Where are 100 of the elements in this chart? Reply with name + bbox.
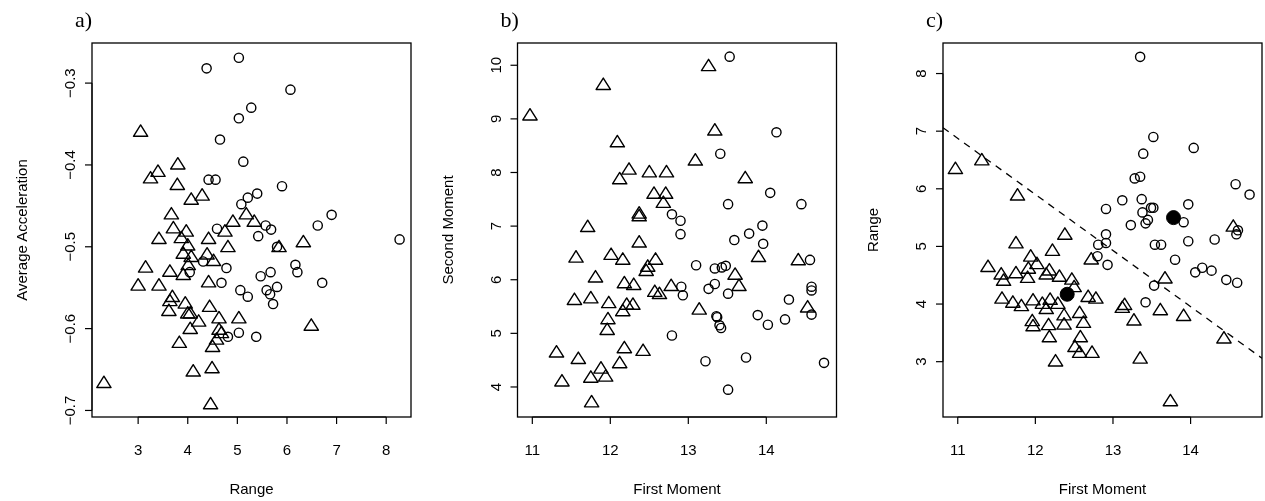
point [1034,296,1051,310]
y-tick-label: 5 [912,242,930,251]
point [185,363,202,377]
point [233,52,245,64]
point [222,331,234,343]
y-axis-title: Average Acceleration [13,159,31,301]
point [1221,274,1232,286]
point [175,246,192,259]
point [722,288,734,299]
point [1041,329,1058,343]
point [638,263,655,277]
point [655,195,672,209]
point [1157,270,1173,284]
point [250,331,262,343]
point [151,278,167,291]
point [290,259,301,271]
point [261,284,272,296]
point [163,206,180,220]
x-axis-title: Range [229,480,274,497]
point [1056,307,1072,321]
x-tick-label: 3 [133,441,143,458]
point [587,269,604,283]
point [1188,142,1199,154]
point [703,283,714,295]
point [178,224,195,237]
point [208,332,225,345]
point [690,259,702,271]
point [1038,301,1055,315]
y-axis-title: Second Moment [438,174,456,285]
point [211,223,223,235]
point [1134,51,1146,63]
point [1084,345,1100,359]
point [1057,227,1073,240]
point [1071,305,1088,319]
point [818,357,830,369]
point [757,220,768,231]
point [1044,243,1061,257]
point [1013,298,1030,312]
point [214,134,226,145]
point [790,252,807,266]
point [1132,351,1148,364]
point [731,278,747,292]
point [1162,393,1179,407]
point [691,302,708,315]
point [806,281,817,292]
point [233,112,245,124]
point [326,209,337,221]
point [184,266,196,278]
point [995,273,1012,286]
point [190,314,207,327]
point [183,192,200,205]
point [1038,266,1055,280]
point [1067,339,1083,353]
point [666,209,678,220]
point [635,343,651,357]
point [1196,262,1208,274]
point [980,259,996,273]
point [1137,148,1149,159]
point [675,281,687,292]
point [757,238,769,250]
y-tick-label: −0.4 [61,150,79,180]
y-tick-label: −0.6 [61,313,79,344]
y-tick-label: −0.5 [61,231,79,262]
point [200,274,217,288]
point [1149,239,1161,250]
point [740,352,752,363]
point [1022,249,1039,262]
point [165,220,182,234]
point [1231,229,1242,240]
point [303,318,320,331]
point [806,309,817,320]
point [183,249,200,263]
point [729,234,740,246]
point [727,267,743,280]
point [142,170,159,184]
point [646,284,663,298]
point [651,286,668,300]
x-tick-label: 13 [1104,441,1122,458]
point [265,224,277,235]
y-tick-label: 6 [912,184,930,193]
point [994,291,1010,304]
point [1230,178,1241,190]
point [171,335,188,349]
point [750,249,767,263]
y-tick-label: 7 [912,127,930,136]
point [177,296,194,309]
point [616,340,633,354]
point [175,267,192,281]
point [199,246,215,260]
point [1126,312,1142,326]
point [271,281,283,293]
point [255,270,266,282]
point [394,234,405,245]
point [1169,254,1181,265]
point [700,355,711,367]
y-tick-label: 4 [912,299,930,309]
point [1100,203,1112,215]
point [743,228,755,239]
chart-title: b) [500,7,519,32]
point [1008,235,1024,249]
